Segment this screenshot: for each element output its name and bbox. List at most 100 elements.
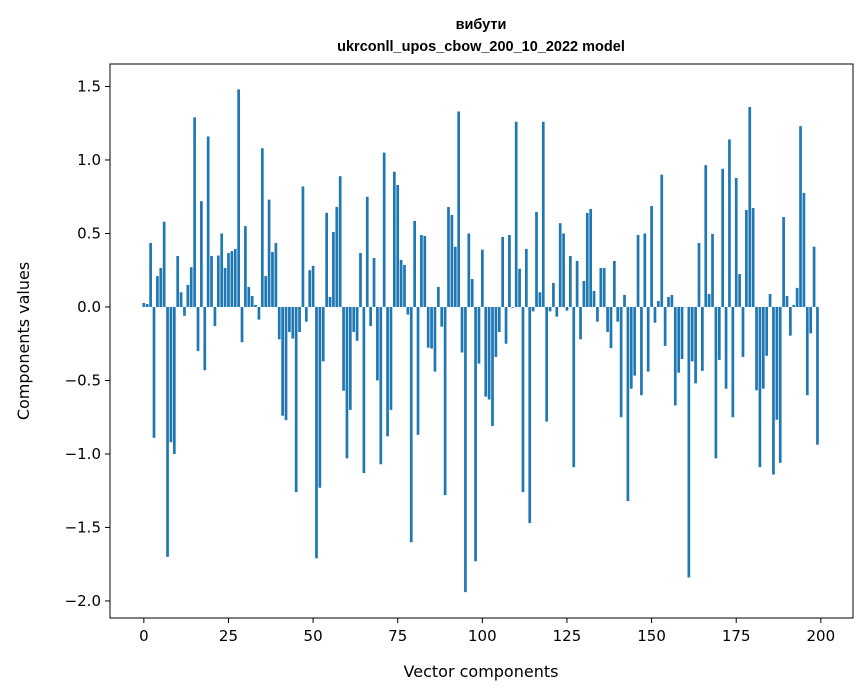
bar-184 [765,306,769,356]
bar-187 [775,306,779,420]
bar-84 [426,306,430,348]
bar-92 [453,246,457,307]
bar-37 [267,199,271,307]
bar-197 [809,306,813,334]
bar-19 [206,136,210,307]
chart-title: вибути [456,17,507,33]
bar-111 [518,268,521,307]
bar-66 [365,196,369,307]
bar-15 [193,117,196,307]
bar-69 [376,306,379,381]
x-tick-label: 175 [722,627,751,645]
bar-178 [745,209,748,307]
bar-146 [636,234,640,307]
chart-subtitle: ukrconll_upos_cbow_200_10_2022 model [337,39,625,55]
bar-94 [460,306,464,353]
x-tick-label: 125 [553,627,582,645]
bar-73 [389,306,393,410]
bar-68 [372,258,376,307]
bar-132 [589,208,593,307]
bar-168 [711,233,714,307]
bar-6 [162,221,166,307]
bar-152 [657,301,660,307]
bar-72 [386,306,389,437]
y-tick-label: 1.5 [77,77,101,95]
x-tick-label: 100 [468,627,497,645]
bar-34 [257,306,261,320]
plot-frame [109,63,854,619]
bar-199 [816,306,819,445]
bar-24 [223,268,227,307]
bar-159 [680,306,684,360]
bar-101 [484,306,488,397]
bar-194 [799,126,802,307]
bar-67 [369,306,372,327]
bar-90 [447,207,450,307]
bar-170 [717,306,721,360]
bar-130 [582,280,586,307]
bar-173 [728,139,731,307]
bar-96 [467,233,471,307]
bar-43 [288,306,291,332]
bar-143 [626,306,630,501]
bar-163 [694,306,697,384]
bar-112 [521,306,525,493]
bar-98 [474,306,477,562]
bar-148 [643,233,647,307]
bar-151 [653,306,657,323]
bar-129 [579,306,582,340]
x-tick-label: 50 [304,627,323,645]
bar-115 [531,306,535,312]
bar-174 [731,306,735,418]
bar-41 [281,306,284,416]
bar-70 [379,306,383,465]
bar-28 [237,89,240,307]
bar-79 [409,306,413,543]
x-tick-label: 150 [637,627,666,645]
bar-169 [714,306,718,459]
bar-104 [494,306,498,357]
bar-105 [497,306,501,332]
bar-50 [311,265,315,307]
bar-186 [772,306,775,475]
bar-76 [399,259,403,307]
bar-0 [142,303,146,307]
bar-124 [562,233,565,307]
bar-47 [301,186,305,307]
bar-149 [646,306,650,372]
bar-123 [558,223,562,307]
bar-8 [169,306,173,443]
bar-93 [457,111,461,307]
bar-121 [552,283,555,307]
bar-100 [480,249,484,307]
bar-125 [565,306,569,311]
bar-108 [508,234,511,307]
bar-116 [535,212,538,307]
bar-80 [413,220,417,307]
bar-136 [602,268,606,307]
bar-126 [569,255,572,307]
bar-171 [721,168,725,307]
bar-22 [216,255,220,307]
bar-193 [795,287,799,307]
bar-30 [244,226,247,307]
bar-40 [277,306,281,340]
bar-99 [477,306,481,364]
bar-39 [274,243,278,307]
bar-59 [342,306,345,391]
bar-144 [629,306,633,389]
bar-153 [660,174,664,307]
bar-107 [504,306,508,344]
bar-65 [362,306,366,474]
bar-81 [416,306,420,435]
bar-150 [650,205,653,307]
bar-128 [575,260,579,307]
bar-9 [172,306,176,454]
bar-55 [328,296,332,307]
x-tick-label: 75 [388,627,407,645]
bar-54 [325,212,328,307]
bar-154 [663,306,667,346]
bar-95 [464,306,467,593]
bar-175 [734,177,738,307]
